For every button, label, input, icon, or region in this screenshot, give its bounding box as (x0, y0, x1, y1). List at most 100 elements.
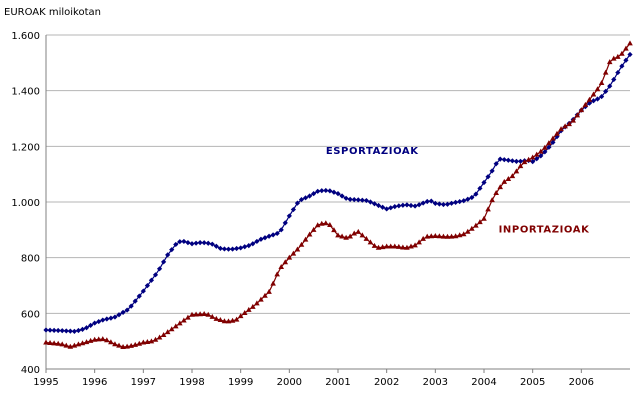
data-point (554, 130, 560, 136)
data-point (104, 316, 110, 322)
data-point (128, 342, 134, 348)
data-point (294, 246, 301, 252)
data-point (619, 50, 625, 56)
data-point (359, 197, 365, 203)
data-point (615, 53, 621, 59)
x-tick-label: 1999 (228, 377, 253, 388)
data-point (246, 243, 252, 249)
series-inportazioak (43, 40, 633, 350)
data-point (229, 246, 236, 252)
data-point (120, 309, 126, 316)
data-point (217, 245, 223, 251)
data-point (254, 238, 260, 245)
data-point (335, 191, 341, 197)
data-point (355, 197, 361, 203)
data-point (290, 206, 296, 213)
data-point (367, 239, 374, 245)
data-point (384, 206, 390, 212)
data-point (505, 176, 512, 182)
data-point (570, 117, 577, 123)
data-point (428, 198, 434, 204)
data-point (388, 205, 394, 211)
data-point (169, 247, 175, 253)
data-point (286, 213, 292, 219)
data-point (112, 314, 118, 320)
data-point (197, 311, 203, 317)
data-point (615, 69, 621, 76)
data-point (457, 198, 463, 205)
data-point (189, 241, 195, 247)
data-point (379, 244, 386, 250)
data-point (327, 188, 333, 194)
data-point (412, 242, 418, 248)
data-point (185, 314, 191, 320)
data-point (193, 311, 199, 317)
data-point (59, 341, 66, 347)
data-point (448, 233, 455, 239)
data-point (144, 283, 150, 289)
x-tick-label: 1998 (179, 377, 204, 388)
data-point (392, 204, 398, 210)
data-point (116, 312, 122, 318)
data-point (623, 57, 629, 63)
data-point (177, 320, 183, 326)
data-point (404, 202, 410, 208)
data-point (420, 200, 426, 206)
data-point (509, 158, 515, 164)
data-point (607, 83, 613, 89)
data-point (562, 123, 568, 129)
data-point (505, 157, 511, 163)
data-point (477, 185, 483, 191)
data-point (311, 191, 317, 197)
data-point (197, 239, 203, 246)
data-point (307, 193, 313, 199)
data-point (262, 292, 268, 298)
data-point (335, 232, 341, 238)
data-point (420, 235, 426, 241)
data-point (387, 243, 394, 249)
data-point (485, 206, 491, 212)
data-point (189, 311, 195, 317)
data-point (436, 201, 442, 207)
data-point (310, 226, 317, 232)
data-point (242, 244, 248, 250)
x-tick-label: 1997 (131, 377, 156, 388)
data-point (63, 328, 69, 334)
data-point (274, 271, 280, 277)
data-point (473, 222, 479, 228)
data-point (477, 219, 483, 225)
data-point (530, 159, 536, 165)
data-point (262, 235, 268, 241)
data-point (83, 325, 90, 331)
data-point (79, 326, 86, 332)
data-point (448, 200, 455, 206)
data-point (43, 339, 49, 345)
data-point (298, 196, 305, 203)
data-point (533, 151, 540, 157)
data-point (367, 199, 374, 205)
data-point (193, 240, 199, 246)
data-point (148, 277, 155, 283)
data-point (546, 140, 552, 146)
data-point (160, 332, 167, 338)
y-tick-label: 1.400 (11, 87, 40, 98)
data-point (278, 263, 285, 269)
data-point (493, 161, 499, 167)
data-point (233, 316, 240, 322)
data-point (586, 100, 593, 106)
data-point (469, 194, 475, 201)
data-point (237, 313, 244, 319)
data-point (525, 156, 532, 162)
x-tick-label: 2006 (569, 377, 594, 388)
x-tick-label: 2001 (325, 377, 350, 388)
data-point (481, 179, 487, 186)
data-point (148, 338, 155, 344)
x-tick-label: 2005 (520, 377, 545, 388)
data-point (258, 236, 264, 242)
data-point (140, 339, 147, 345)
data-point (254, 300, 260, 306)
data-point (383, 243, 390, 249)
data-point (95, 336, 102, 342)
data-point (606, 59, 613, 65)
series-esportazioak (43, 51, 633, 334)
